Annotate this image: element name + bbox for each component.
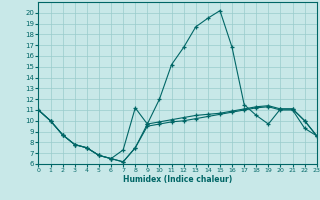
X-axis label: Humidex (Indice chaleur): Humidex (Indice chaleur)	[123, 175, 232, 184]
